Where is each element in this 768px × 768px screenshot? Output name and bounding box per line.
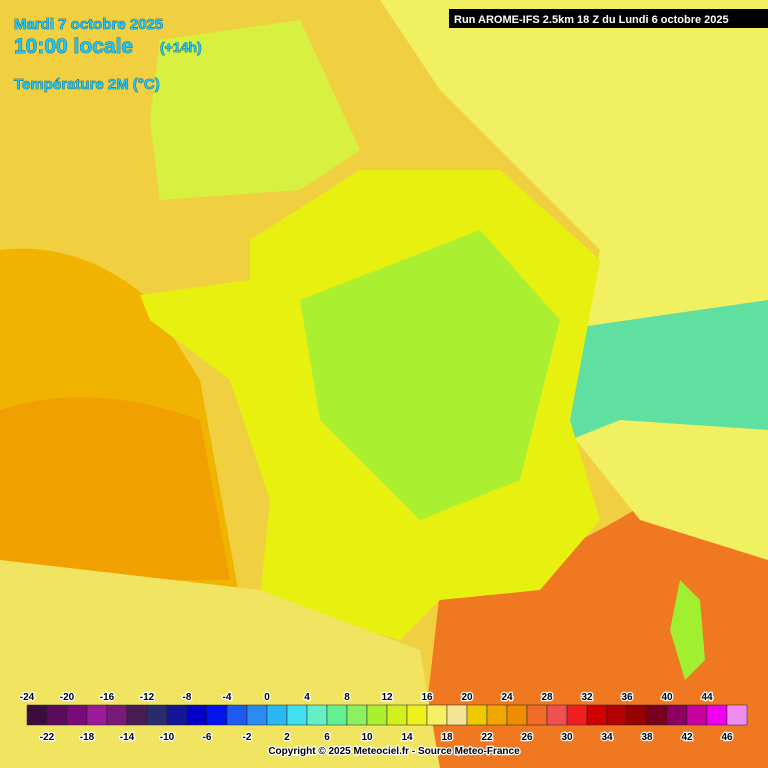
- time: 10:00 locale: [14, 35, 133, 58]
- legend-label: -10: [160, 732, 175, 743]
- legend-label: -18: [80, 732, 95, 743]
- legend-swatch: [346, 704, 368, 726]
- legend-swatch: [106, 704, 128, 726]
- legend-label: 16: [421, 692, 433, 703]
- legend-swatch: [526, 704, 548, 726]
- legend-label: 38: [641, 732, 653, 743]
- mediterranean-sea: [420, 500, 768, 768]
- legend-label: -6: [203, 732, 212, 743]
- legend-label: 46: [721, 732, 733, 743]
- legend-label: 10: [361, 732, 373, 743]
- legend-label: 24: [501, 692, 513, 703]
- legend-swatch: [146, 704, 168, 726]
- parameter: Température 2M (°C): [14, 76, 160, 93]
- legend-swatch: [466, 704, 488, 726]
- legend-label: 0: [264, 692, 270, 703]
- legend-swatch: [206, 704, 228, 726]
- legend-label: 20: [461, 692, 473, 703]
- alps: [560, 300, 768, 440]
- legend-label: -4: [223, 692, 232, 703]
- legend-swatch: [486, 704, 508, 726]
- legend: -24-22-20-18-16-14-12-10-8-6-4-202468101…: [19, 691, 748, 744]
- legend-swatch: [506, 704, 528, 726]
- date: Mardi 7 octobre 2025: [14, 16, 163, 33]
- england: [150, 20, 360, 200]
- legend-swatch: [666, 704, 688, 726]
- legend-swatch: [546, 704, 568, 726]
- legend-label: 44: [701, 692, 713, 703]
- france-green: [300, 230, 560, 520]
- legend-label: -20: [60, 692, 75, 703]
- legend-swatch: [126, 704, 148, 726]
- atlantic-warm: [0, 397, 230, 580]
- legend-label: 8: [344, 692, 350, 703]
- legend-swatch: [306, 704, 328, 726]
- legend-label: -14: [120, 732, 135, 743]
- legend-swatch: [586, 704, 608, 726]
- legend-swatch: [326, 704, 348, 726]
- legend-swatch: [226, 704, 248, 726]
- legend-label: 34: [601, 732, 613, 743]
- run-box: [449, 9, 768, 28]
- copyright: Copyright © 2025 Meteociel.fr - Source M…: [268, 746, 520, 757]
- legend-swatch: [286, 704, 308, 726]
- legend-swatch: [366, 704, 388, 726]
- legend-swatch: [706, 704, 728, 726]
- legend-label: -8: [183, 692, 192, 703]
- legend-swatch: [86, 704, 108, 726]
- legend-swatch: [726, 704, 748, 726]
- legend-swatch: [186, 704, 208, 726]
- legend-label: -12: [140, 692, 155, 703]
- legend-label: 18: [441, 732, 453, 743]
- legend-label: 40: [661, 692, 673, 703]
- legend-swatch: [66, 704, 88, 726]
- legend-label: 2: [284, 732, 290, 743]
- legend-swatch: [266, 704, 288, 726]
- legend-swatch: [646, 704, 668, 726]
- legend-label: 36: [621, 692, 633, 703]
- legend-swatch: [26, 704, 48, 726]
- run-info: Run AROME-IFS 2.5km 18 Z du Lundi 6 octo…: [454, 14, 729, 26]
- legend-label: 6: [324, 732, 330, 743]
- legend-swatch: [446, 704, 468, 726]
- legend-label: -24: [20, 692, 35, 703]
- legend-label: 42: [681, 732, 693, 743]
- legend-swatch: [426, 704, 448, 726]
- legend-swatch: [686, 704, 708, 726]
- offset: (+14h): [160, 39, 202, 55]
- legend-label: -22: [40, 732, 55, 743]
- legend-swatch: [626, 704, 648, 726]
- corsica: [670, 580, 705, 680]
- legend-label: 32: [581, 692, 593, 703]
- legend-label: 12: [381, 692, 393, 703]
- legend-label: 28: [541, 692, 553, 703]
- legend-swatch: [566, 704, 588, 726]
- legend-label: 14: [401, 732, 413, 743]
- legend-swatch: [46, 704, 68, 726]
- legend-label: 26: [521, 732, 533, 743]
- legend-swatch: [246, 704, 268, 726]
- legend-swatch: [386, 704, 408, 726]
- legend-swatch: [166, 704, 188, 726]
- legend-label: -16: [100, 692, 115, 703]
- legend-label: 22: [481, 732, 493, 743]
- legend-swatch: [406, 704, 428, 726]
- legend-swatch: [606, 704, 628, 726]
- legend-label: 30: [561, 732, 573, 743]
- legend-label: -2: [243, 732, 252, 743]
- legend-label: 4: [304, 692, 310, 703]
